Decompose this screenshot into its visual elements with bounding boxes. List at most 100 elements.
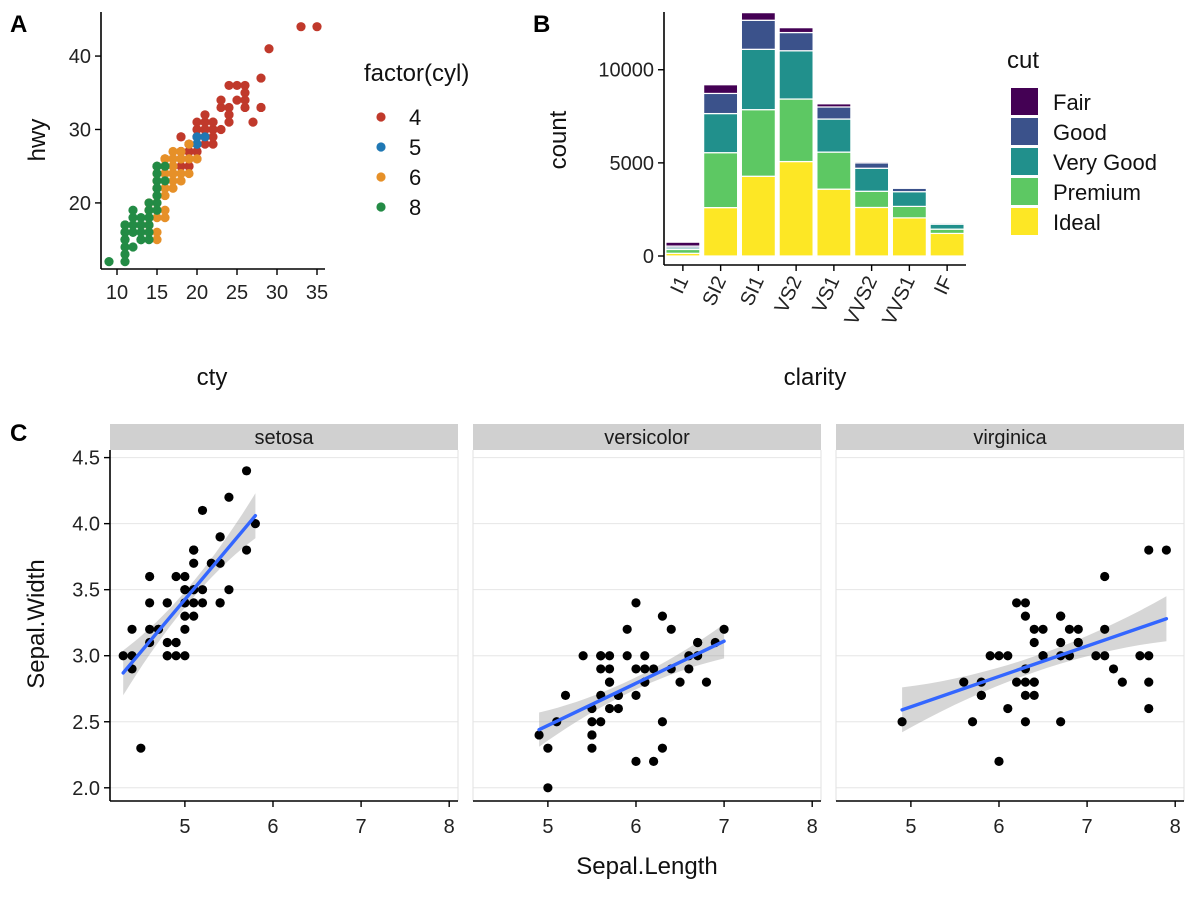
y-tick-label: 2.5 — [72, 712, 100, 734]
facet-strip — [110, 424, 458, 450]
data-point — [1038, 624, 1048, 634]
bar-segment-i1-fair — [665, 241, 701, 247]
y-axis-title: hwy — [24, 119, 51, 162]
data-point — [145, 571, 155, 582]
data-point — [241, 545, 252, 555]
bar-segment-vs1-ideal — [816, 188, 852, 257]
data-point — [1020, 717, 1031, 727]
data-point — [145, 624, 155, 634]
legend-title: factor(cyl) — [364, 60, 469, 87]
y-tick-label: 10000 — [598, 60, 654, 82]
data-point — [1020, 598, 1031, 608]
panel-label-b: B — [533, 11, 550, 38]
y-axis-title: count — [545, 110, 572, 169]
x-tick-label-vs2: VS2 — [771, 273, 807, 317]
data-point-cyl-6 — [160, 205, 170, 215]
data-point-cyl-4 — [184, 146, 194, 157]
data-point — [250, 519, 260, 529]
x-tick-label: 5 — [179, 816, 190, 838]
y-tick-label: 4.0 — [72, 514, 100, 536]
x-axis-title: Sepal.Length — [576, 853, 717, 880]
bar-segment-si2-ideal — [703, 207, 739, 257]
bar-segment-si1-ideal — [740, 175, 776, 257]
data-point-cyl-6 — [168, 154, 178, 164]
legend-cut: cut Fair Good Very Good Premium Ideal — [1007, 47, 1157, 235]
panel-label-c: C — [10, 420, 27, 447]
data-point — [1100, 571, 1110, 582]
legend-key-fair — [1011, 88, 1038, 115]
legend-key-5 — [376, 142, 386, 152]
data-point-cyl-5 — [192, 139, 202, 149]
data-point-cyl-4 — [240, 95, 250, 105]
data-point-cyl-4 — [216, 95, 226, 105]
x-tick-label: 25 — [226, 282, 248, 304]
data-point — [215, 532, 225, 542]
data-point — [560, 690, 571, 700]
bar-segment-vs2-very-good — [778, 50, 814, 100]
data-point-cyl-8 — [136, 220, 146, 230]
data-point-cyl-8 — [144, 220, 154, 230]
data-point-cyl-4 — [256, 102, 266, 113]
data-point-cyl-4 — [224, 117, 234, 127]
data-point-cyl-6 — [176, 146, 186, 157]
data-point — [1056, 717, 1066, 727]
data-point — [197, 598, 208, 608]
data-point-cyl-6 — [168, 183, 178, 193]
x-tick-label: 10 — [106, 282, 128, 304]
data-point-cyl-8 — [120, 257, 130, 267]
data-point-cyl-4 — [240, 102, 250, 113]
data-point-cyl-6 — [152, 213, 162, 223]
data-point-cyl-8 — [152, 198, 162, 208]
data-point-cyl-6 — [160, 154, 170, 164]
facet-panel-virginica: virginica 5 6 7 8 — [835, 424, 1185, 838]
bar-segment-si1-good — [740, 19, 776, 50]
data-point-cyl-6 — [160, 168, 170, 179]
data-point — [657, 611, 668, 621]
data-point-cyl-8 — [152, 168, 162, 179]
data-point — [897, 717, 907, 727]
data-point — [162, 637, 172, 648]
data-point — [596, 717, 606, 727]
data-point-cyl-6 — [152, 235, 162, 245]
x-tick-label-si2: SI2 — [699, 273, 732, 310]
legend-label-8: 8 — [409, 195, 421, 220]
data-point — [604, 677, 615, 687]
x-tick-label-si1: SI1 — [736, 273, 769, 310]
data-point — [189, 611, 199, 621]
data-point-cyl-4 — [216, 124, 226, 135]
data-point — [675, 677, 685, 687]
data-point-cyl-6 — [176, 176, 186, 186]
x-tick-label: 30 — [266, 282, 288, 304]
data-point — [1012, 598, 1022, 608]
y-tick-label: 20 — [69, 193, 91, 215]
data-point — [543, 783, 553, 793]
data-point-cyl-8 — [144, 235, 154, 245]
legend-label-5: 5 — [409, 135, 421, 160]
data-point-cyl-8 — [120, 227, 130, 237]
bar-segment-vvs2-premium — [854, 190, 890, 209]
data-point-cyl-6 — [184, 154, 194, 164]
data-point-cyl-4 — [208, 124, 218, 135]
x-tick-label: 35 — [306, 282, 328, 304]
data-point-cyl-6 — [184, 168, 194, 179]
data-point-cyl-4 — [192, 146, 202, 157]
data-point — [543, 743, 553, 753]
data-point — [1020, 677, 1031, 687]
legend-key-good — [1011, 118, 1038, 145]
bar-segment-vs2-good — [778, 31, 814, 52]
bar-segment-vvs1-ideal — [891, 217, 927, 257]
data-point — [162, 651, 172, 661]
x-tick-label: 6 — [267, 816, 278, 838]
data-point — [631, 756, 641, 766]
data-point — [1029, 677, 1039, 687]
x-tick-label: 20 — [186, 282, 208, 304]
x-tick-label-vs1: VS1 — [808, 273, 844, 317]
data-point — [684, 664, 694, 674]
data-point — [189, 545, 199, 555]
x-tick-label: 6 — [993, 816, 1004, 838]
data-point — [1144, 677, 1154, 687]
data-point-cyl-8 — [144, 198, 154, 208]
data-point — [180, 585, 190, 595]
